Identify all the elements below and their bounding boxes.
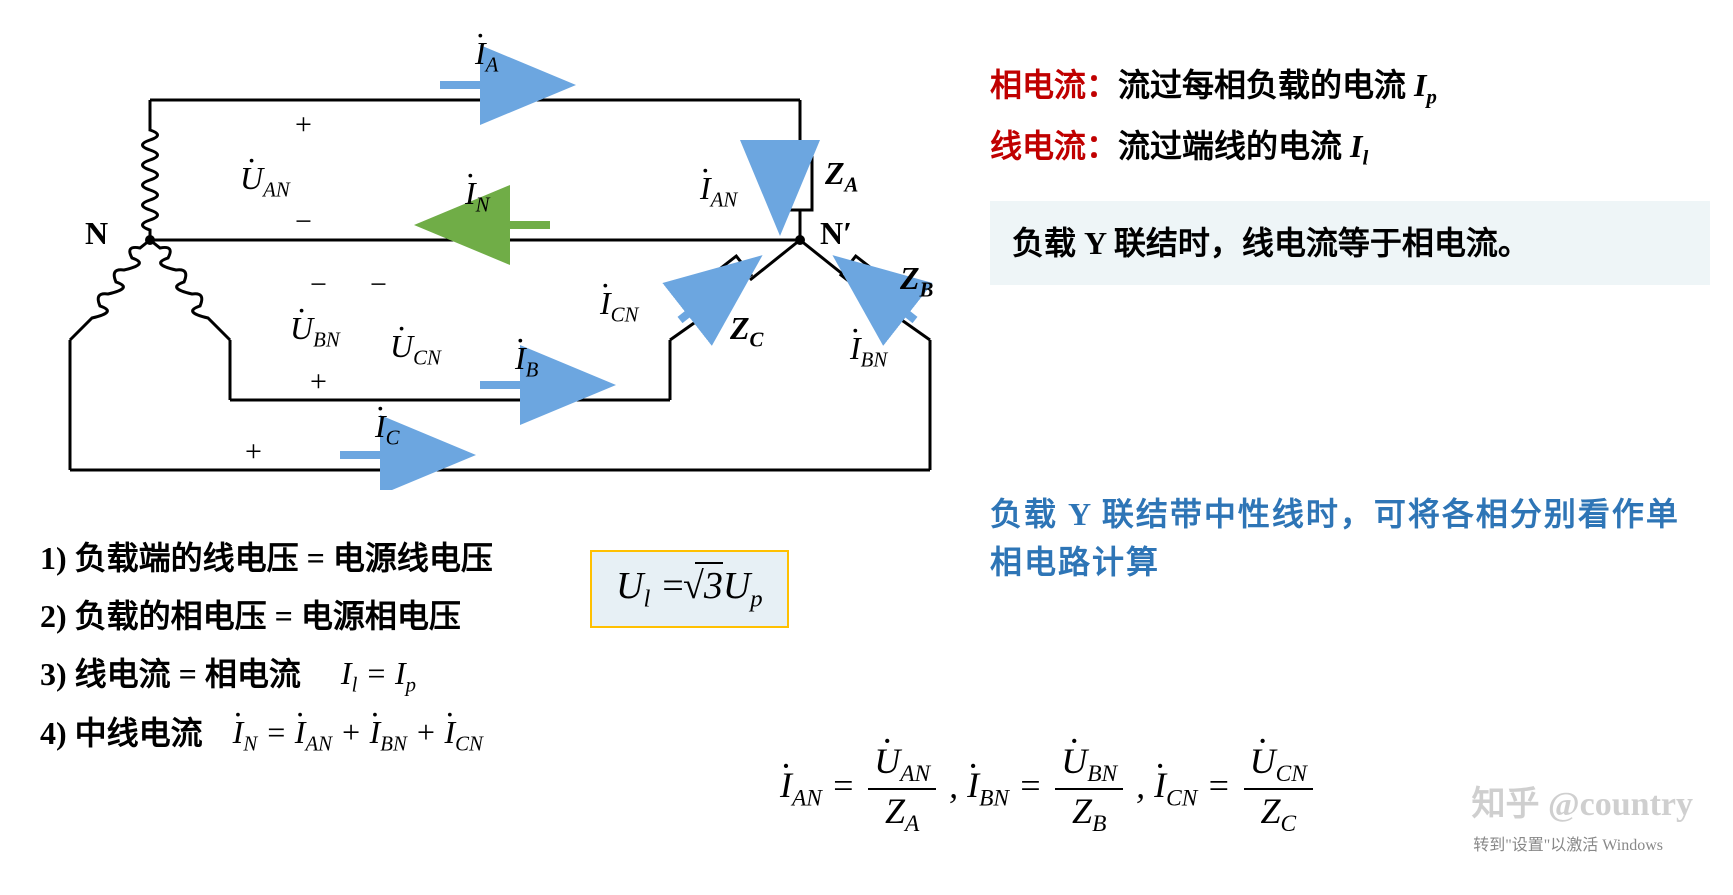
label-IN: IN (465, 175, 490, 217)
highlight-box: 负载 Y 联结时，线电流等于相电流。 (990, 201, 1710, 285)
line-current-sub: l (1362, 147, 1368, 170)
list-item-3: 3) 线电流 = 相电流 Il = Ip (40, 645, 493, 704)
label-Nprime: N′ (820, 215, 852, 252)
label-UCN: UCN (390, 328, 441, 370)
formula-box: Ul = √3Up (590, 550, 789, 628)
label-IA: IA (475, 35, 498, 77)
blue-note: 负载 Y 联结带中性线时，可将各相分别看作单相电路计算 (990, 490, 1690, 586)
polarity-plus-b: + (310, 365, 327, 399)
list-item-1: 1) 负载端的线电压 = 电源线电压 (40, 530, 493, 588)
label-IBN: IBN (850, 330, 887, 372)
polarity-plus-a: + (295, 108, 312, 142)
list-item-4: 4) 中线电流 IN = IAN + IBN + ICN (40, 704, 493, 763)
polarity-minus-b: − (310, 268, 327, 302)
circuit-svg (20, 20, 970, 490)
circuit-diagram: N N′ ZA ZB ZC IA IB IC IN IAN IBN ICN UA… (20, 20, 970, 490)
label-UBN: UBN (290, 310, 340, 352)
label-ICN: ICN (600, 285, 638, 327)
numbered-list: 1) 负载端的线电压 = 电源线电压 2) 负载的相电压 = 电源相电压 3) … (40, 530, 493, 763)
polarity-minus-a: − (295, 205, 312, 239)
line-current-label: 线电流： (990, 128, 1118, 164)
label-UAN: UAN (240, 160, 290, 202)
phase-current-label: 相电流： (990, 67, 1118, 103)
label-IC: IC (375, 408, 400, 450)
line-current-text: 流过端线的电流 (1118, 128, 1350, 164)
line-current-def: 线电流：流过端线的电流 Il (990, 121, 1710, 170)
line-current-var: I (1350, 128, 1362, 164)
list-item-2: 2) 负载的相电压 = 电源相电压 (40, 588, 493, 646)
watermark: 知乎 @country (1472, 776, 1693, 825)
polarity-plus-c: + (245, 435, 262, 469)
label-N: N (85, 215, 108, 252)
bottom-formulas: IAN = UANZA , IBN = UBNZB , ICN = UCNZC (780, 740, 1317, 838)
definitions-block: 相电流：流过每相负载的电流 Ip 线电流：流过端线的电流 Il 负载 Y 联结时… (990, 60, 1710, 285)
label-ZC: ZC (730, 310, 763, 352)
label-ZB: ZB (900, 260, 933, 302)
label-IAN: IAN (700, 170, 737, 212)
windows-activation-text: 转到"设置"以激活 Windows (1473, 831, 1663, 855)
phase-current-text: 流过每相负载的电流 (1118, 67, 1414, 103)
label-IB: IB (515, 340, 538, 382)
label-ZA: ZA (825, 155, 858, 197)
phase-current-sub: p (1426, 85, 1436, 108)
polarity-minus-c: − (370, 268, 387, 302)
phase-current-var: I (1414, 67, 1426, 103)
phase-current-def: 相电流：流过每相负载的电流 Ip (990, 60, 1710, 109)
